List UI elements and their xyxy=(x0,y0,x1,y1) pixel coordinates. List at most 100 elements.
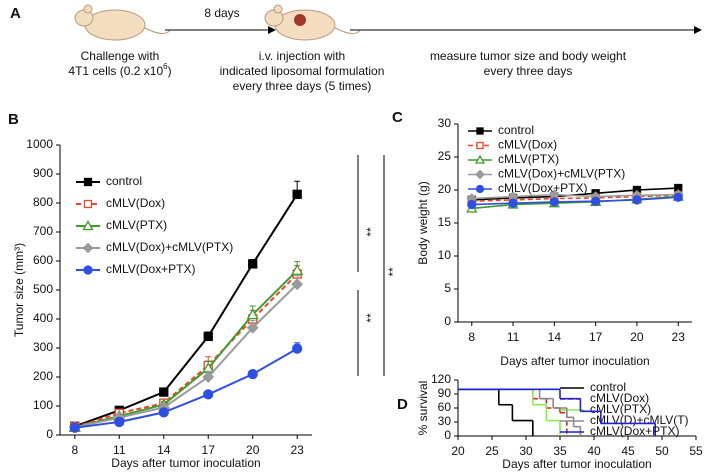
challenge-text: 4T1 cells (0.2 x10 xyxy=(68,64,163,78)
interval-label: 8 days xyxy=(204,6,239,20)
y-tick-label: 60 xyxy=(438,400,452,414)
y-axis-title: % survival xyxy=(416,381,430,436)
series-line xyxy=(471,194,679,203)
legend-marker xyxy=(474,154,486,164)
y-tick-label: 25 xyxy=(438,149,452,163)
legend-marker xyxy=(476,141,484,150)
legend-marker xyxy=(475,169,485,180)
legend-label: cMLV(Dox+PTX) xyxy=(106,262,195,276)
x-axis-title: Days after tumor inoculation xyxy=(502,457,651,471)
panel-label: D xyxy=(397,396,408,413)
challenge-text: 4T1 cells (0.2 x106) xyxy=(68,62,171,78)
data-point xyxy=(291,278,304,291)
x-tick-label: 40 xyxy=(587,444,601,458)
y-tick-label: 800 xyxy=(33,195,53,209)
legend-label: cMLV(Dox) xyxy=(498,138,557,152)
series-line xyxy=(471,193,679,200)
y-tick-label: 5 xyxy=(444,281,451,295)
data-point xyxy=(291,263,304,275)
series-line xyxy=(74,273,298,428)
legend-label: cMLV(Dox+PTX) xyxy=(498,181,587,195)
legend-label: cMLV(Dox)+cMLV(PTX) xyxy=(106,240,233,254)
y-tick-label: 500 xyxy=(33,282,53,296)
x-tick-label: 14 xyxy=(157,443,171,457)
series-line xyxy=(74,269,298,429)
y-tick-label: 30 xyxy=(438,414,452,428)
data-point xyxy=(246,321,259,334)
x-tick-label: 11 xyxy=(507,330,520,344)
x-tick-label: 23 xyxy=(672,330,686,344)
injection-text: indicated liposomal formulation xyxy=(220,64,385,78)
x-tick-label: 25 xyxy=(485,444,499,458)
data-point xyxy=(114,416,125,428)
series-line xyxy=(471,196,679,206)
x-tick-label: 50 xyxy=(655,444,669,458)
significance-label: ** xyxy=(364,227,378,237)
x-tick-label: 23 xyxy=(290,443,304,457)
data-point xyxy=(69,422,80,433)
data-point xyxy=(202,371,215,383)
legend-marker xyxy=(83,177,93,187)
y-tick-label: 0 xyxy=(444,314,451,328)
x-tick-label: 35 xyxy=(553,444,567,458)
y-tick-label: 200 xyxy=(33,369,53,383)
x-tick-label: 45 xyxy=(621,444,635,458)
x-axis-title: Days after tumor inoculation xyxy=(500,354,649,368)
data-point xyxy=(203,331,213,342)
mouse-icon xyxy=(264,4,361,41)
data-point xyxy=(248,259,258,269)
legend-label: cMLV(PTX) xyxy=(498,152,559,166)
data-point xyxy=(203,389,214,400)
data-point xyxy=(632,195,642,205)
y-tick-label: 0 xyxy=(444,428,451,442)
x-tick-label: 14 xyxy=(548,330,562,344)
y-tick-label: 90 xyxy=(438,386,452,400)
series-line xyxy=(74,193,299,428)
y-tick-label: 1000 xyxy=(26,137,53,151)
legend-label: control xyxy=(106,174,142,188)
data-point xyxy=(467,199,477,210)
legend-marker xyxy=(83,265,93,275)
arrow-head xyxy=(268,26,276,34)
data-point xyxy=(673,192,683,202)
y-tick-label: 0 xyxy=(46,427,53,441)
panel-label: A xyxy=(10,5,21,22)
y-tick-label: 600 xyxy=(33,253,53,267)
y-tick-label: 15 xyxy=(438,215,452,229)
legend-marker xyxy=(475,184,485,194)
schematic: A Challenge with 4T1 cells (0.2 x106) 8 … xyxy=(10,4,702,93)
panel-label: B xyxy=(8,111,19,128)
data-point xyxy=(590,196,601,206)
legend-label: cMLV(Dox+PTX) xyxy=(590,424,679,438)
significance-label: ** xyxy=(386,267,400,277)
y-tick-label: 300 xyxy=(33,340,53,354)
panel-label: C xyxy=(392,109,403,126)
x-tick-label: 20 xyxy=(246,443,260,457)
measure-text: measure tumor size and body weight xyxy=(430,49,627,63)
x-tick-label: 8 xyxy=(468,330,475,344)
significance-label: ** xyxy=(364,313,378,323)
y-tick-label: 700 xyxy=(33,224,53,238)
y-tick-label: 20 xyxy=(438,182,452,196)
x-tick-label: 17 xyxy=(589,330,603,344)
legend-label: control xyxy=(498,123,534,137)
y-tick-label: 100 xyxy=(33,398,53,412)
legend-marker xyxy=(82,242,94,254)
legend-label: cMLV(Dox) xyxy=(106,196,165,210)
measure-text: every three days xyxy=(484,64,573,78)
x-axis-title: Days after tumor inoculation xyxy=(111,456,260,470)
injection-text: i.v. injection with xyxy=(259,49,345,63)
x-tick-label: 30 xyxy=(519,444,533,458)
mouse-icon xyxy=(74,4,171,41)
x-tick-label: 55 xyxy=(689,444,703,458)
data-point xyxy=(159,387,169,397)
data-point xyxy=(292,189,302,199)
challenge-text: Challenge with xyxy=(81,49,160,63)
superscript: 6 xyxy=(163,62,168,71)
x-tick-label: 17 xyxy=(202,443,216,457)
legend-label: cMLV(Dox) xyxy=(590,391,649,405)
data-point xyxy=(549,197,560,207)
legend-label: cMLV(PTX) xyxy=(106,218,167,232)
data-point xyxy=(247,368,258,380)
